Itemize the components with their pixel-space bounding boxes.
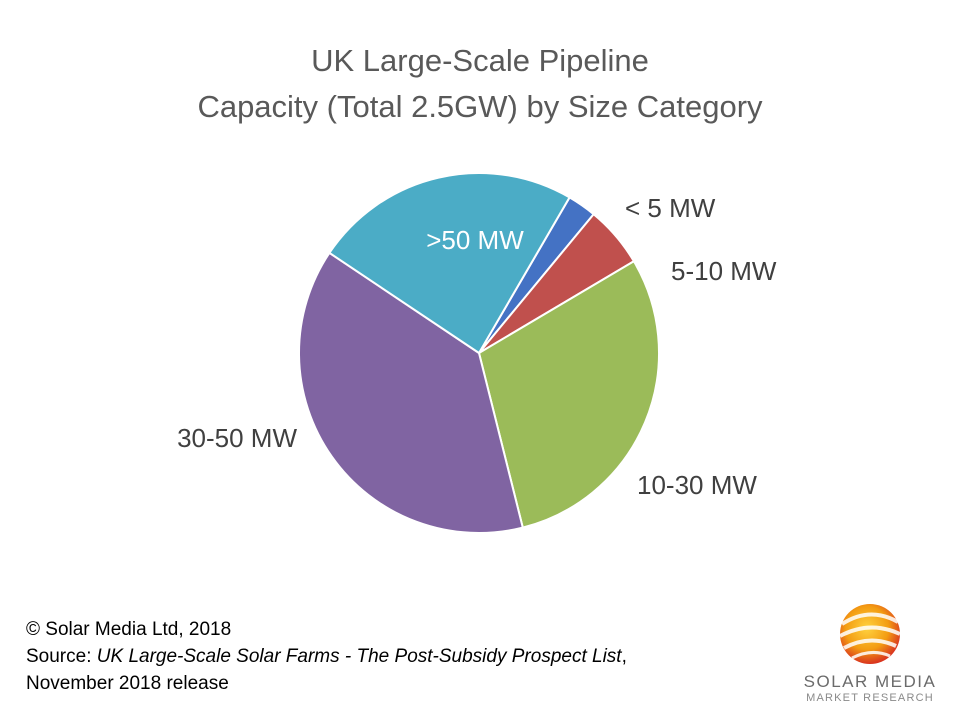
chart-title-line-2: Capacity (Total 2.5GW) by Size Category [197,89,763,124]
source-title: UK Large-Scale Solar Farms - The Post-Su… [96,646,622,667]
solar-media-logo-icon [839,604,901,664]
pie-slice-2 [477,259,660,529]
pie-label-3: 30-50 MW [177,423,297,453]
release-text: November 2018 release [26,673,229,694]
source-suffix: , [621,646,627,667]
pie-slices [298,172,660,534]
source-prefix: Source: [26,646,97,667]
footer-source: © Solar Media Ltd, 2018 Source: UK Large… [26,616,627,697]
pie-slice-4 [328,172,571,355]
pie-label-4: >50 MW [426,225,524,255]
pie-label-0: < 5 MW [625,193,716,223]
pie-labels: < 5 MW 5-10 MW 10-30 MW 30-50 MW >50 MW [177,193,777,500]
copyright-text: © Solar Media Ltd, 2018 [26,619,232,640]
pie-slice-3 [298,251,525,534]
logo-brand-text: SOLAR MEDIA [803,672,937,691]
source-line: Source: UK Large-Scale Solar Farms - The… [26,643,627,670]
pie-label-2: 10-30 MW [637,470,757,500]
chart-title-line-1: UK Large-Scale Pipeline [311,43,649,78]
logo-subtitle-text: MARKET RESEARCH [806,692,934,704]
pie-chart: < 5 MW 5-10 MW 10-30 MW 30-50 MW >50 MW [177,172,777,534]
pie-label-1: 5-10 MW [671,256,777,286]
chart-title: UK Large-Scale Pipeline Capacity (Total … [0,38,960,130]
